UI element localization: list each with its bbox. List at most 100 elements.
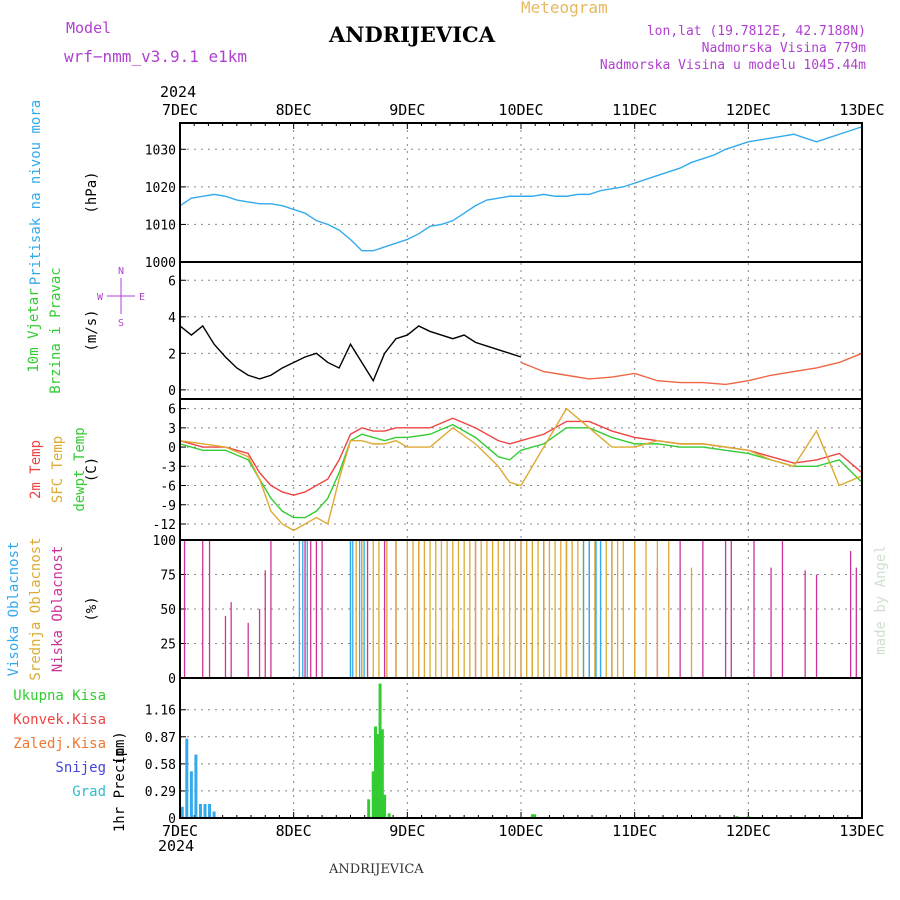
precip-bar-high_cloud [208, 804, 212, 818]
y-tick-label: 2 [168, 347, 176, 362]
model-altitude-label: Nadmorska Visina u modelu 1045.44m [599, 58, 866, 73]
precip-bar-total_precip [533, 814, 537, 818]
y-tick-label: -3 [160, 460, 176, 475]
compass-e: E [139, 292, 145, 303]
watermark-label: made by Angel [873, 545, 889, 655]
precip-legend-item: Snijeg [55, 760, 106, 776]
precip-bar-total_precip [530, 814, 534, 818]
series-line-wind_line [179, 324, 522, 383]
precip-bar-total_precip [376, 734, 380, 818]
y-tick-label: 6 [168, 274, 176, 289]
y-tick-label: 3 [168, 422, 176, 437]
y-tick-label: 1000 [145, 256, 176, 271]
unit-label-cloud: (%) [84, 596, 100, 621]
panel-title-precip: 1hr Precip [112, 748, 128, 832]
unit-label-pressure: (hPa) [84, 171, 100, 213]
footer-station: ANDRIJEVICA [329, 862, 424, 877]
series-line-wind_gust [520, 352, 863, 386]
panel-title-wind: Brzina i Pravac [48, 267, 64, 393]
panel-title-pressure: Pritisak na nivou mora [28, 100, 44, 285]
day-tick-bottom: 10DEC [498, 822, 543, 840]
day-tick-bottom: 7DEC [162, 822, 198, 840]
panel-title-cloud: Visoka Oblacnost [6, 542, 22, 677]
y-tick-label: 25 [160, 638, 176, 653]
unit-label-precip: (mm) [112, 731, 128, 765]
precip-bar-high_cloud [185, 738, 189, 818]
precip-bar-total_precip [374, 726, 378, 818]
precip-bar-total_precip [371, 771, 375, 818]
series-line-sfc_temp [179, 407, 863, 532]
precip-bar-total_precip [383, 794, 387, 818]
precip-bar-total_precip [387, 813, 391, 818]
panel-frame-precip [179, 677, 863, 819]
panel-frame-pressure [179, 122, 863, 263]
compass-n: N [118, 266, 124, 277]
precip-bar-total_precip [380, 729, 384, 818]
unit-label-temperature: (C) [84, 457, 100, 482]
y-tick-label: -6 [160, 480, 176, 495]
precip-bar-high_cloud [203, 804, 207, 818]
day-tick-top: 8DEC [276, 101, 312, 119]
day-tick-top: 10DEC [498, 101, 543, 119]
day-tick-top: 7DEC [162, 101, 198, 119]
panel-frame-temperature [179, 398, 863, 541]
y-tick-label: 6 [168, 403, 176, 418]
series-line-dewpt [179, 423, 863, 519]
day-tick-bottom: 12DEC [726, 822, 771, 840]
precip-bar-high_cloud [189, 771, 193, 818]
lonlat-label: lon,lat (19.7812E, 42.7188N) [646, 24, 866, 39]
y-tick-label: -9 [160, 499, 176, 514]
y-tick-label: 0 [168, 672, 176, 687]
station-title: ANDRIJEVICA [329, 22, 496, 47]
panel-title-cloud: Niska Oblacnost [50, 546, 66, 672]
precip-bar-high_cloud [198, 804, 202, 818]
year-label-top: 2024 [160, 83, 196, 101]
y-tick-label: 0 [168, 812, 176, 827]
y-tick-label: 1.16 [145, 704, 176, 719]
day-tick-bottom: 9DEC [389, 822, 425, 840]
y-tick-label: 4 [168, 311, 176, 326]
panel-title-temperature: SFC Temp [50, 436, 66, 503]
y-tick-label: 0 [168, 441, 176, 456]
y-tick-label: 1020 [145, 181, 176, 196]
precip-bar-total_precip [367, 799, 371, 818]
precip-legend-item: Zaledj.Kisa [13, 736, 106, 752]
y-tick-label: 1010 [145, 218, 176, 233]
compass-s: S [118, 318, 124, 329]
model-name: wrf−nmm_v3.9.1 e1km [64, 47, 248, 66]
y-tick-label: 75 [160, 569, 176, 584]
day-tick-bottom: 13DEC [839, 822, 884, 840]
precip-legend-item: Grad [72, 784, 106, 800]
y-tick-label: 50 [160, 603, 176, 618]
precip-legend-item: Konvek.Kisa [13, 712, 106, 728]
day-tick-top: 12DEC [726, 101, 771, 119]
compass-w: W [97, 292, 104, 303]
precip-bar-high_cloud [180, 806, 184, 818]
y-tick-label: 0.87 [145, 731, 176, 746]
panel-title-temperature: dewpt Temp [72, 427, 88, 511]
y-tick-label: 1030 [145, 143, 176, 158]
panel-title-wind: 10m Vjetar [26, 288, 42, 372]
day-tick-top: 9DEC [389, 101, 425, 119]
panel-title-cloud: Srednja Oblacnost [28, 537, 44, 680]
y-tick-label: 0 [168, 384, 176, 399]
day-tick-bottom: 11DEC [612, 822, 657, 840]
unit-label-wind: (m/s) [84, 309, 100, 351]
precip-bar-total_precip [378, 683, 382, 818]
model-label: Model [66, 19, 112, 37]
y-tick-label: -12 [153, 518, 176, 533]
precip-bar-high_cloud [194, 754, 198, 818]
precip-bar-high_cloud [212, 811, 216, 818]
precip-legend-item: Ukupna Kisa [13, 688, 106, 704]
product-title: Meteogram [521, 0, 608, 17]
year-label-bottom: 2024 [158, 837, 194, 855]
series-line-pressure [179, 126, 863, 252]
y-tick-label: 0.58 [145, 758, 176, 773]
altitude-label: Nadmorska Visina 779m [701, 41, 866, 56]
day-tick-bottom: 8DEC [276, 822, 312, 840]
panel-title-temperature: 2m Temp [28, 440, 44, 499]
y-tick-label: 0.29 [145, 785, 176, 800]
day-tick-top: 11DEC [612, 101, 657, 119]
day-tick-top: 13DEC [839, 101, 884, 119]
